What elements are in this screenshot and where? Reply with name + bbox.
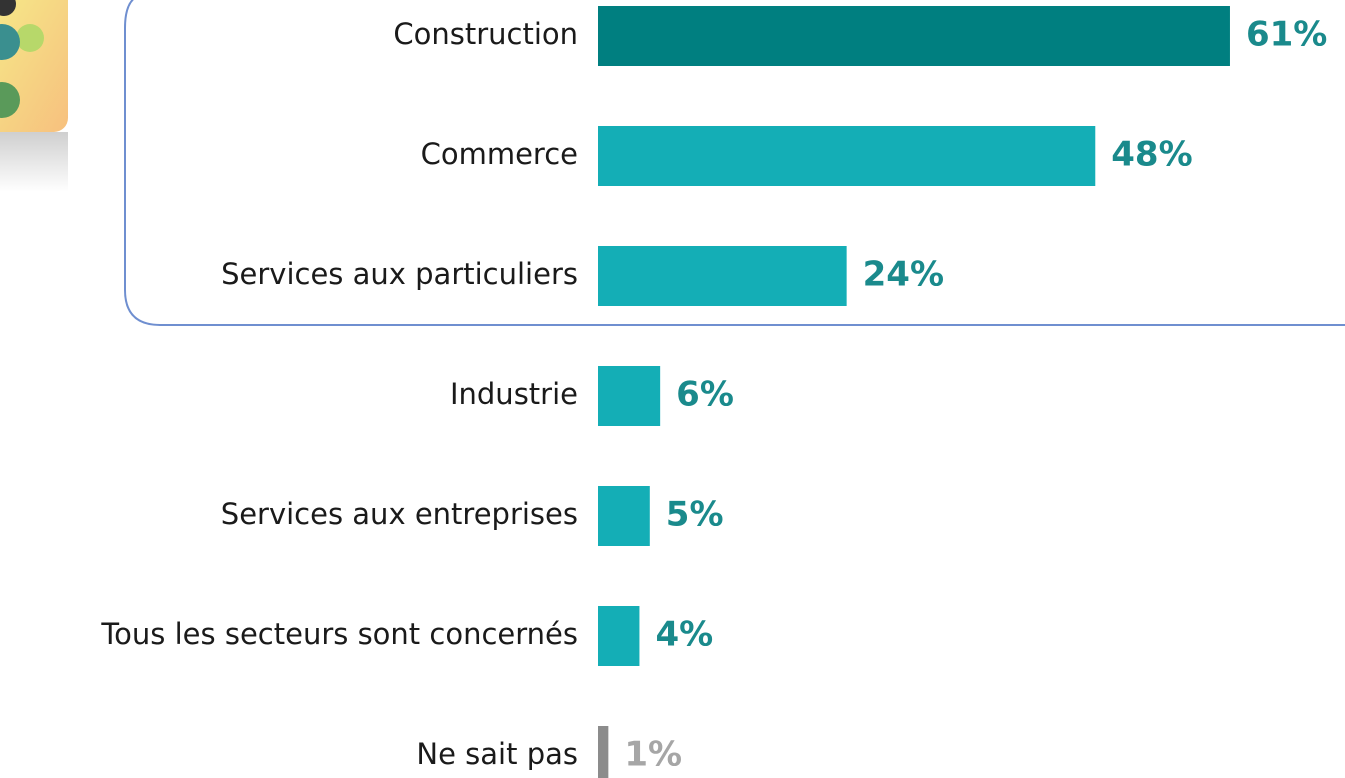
value-label: 1% <box>624 735 682 775</box>
bar <box>598 486 650 546</box>
bar <box>598 726 609 778</box>
value-label: 5% <box>666 495 724 535</box>
category-label: Tous les secteurs sont concernés <box>100 617 578 651</box>
category-label: Industrie <box>450 377 578 411</box>
value-label: 61% <box>1246 15 1327 55</box>
value-label: 4% <box>655 615 713 655</box>
category-label: Construction <box>393 17 578 51</box>
value-label: 6% <box>676 375 734 415</box>
value-label: 24% <box>863 255 944 295</box>
bar <box>598 606 640 666</box>
category-label: Commerce <box>421 137 578 171</box>
bar <box>598 246 847 306</box>
category-label: Services aux entreprises <box>221 497 578 531</box>
bar <box>598 6 1230 66</box>
logo-icon <box>0 0 68 192</box>
bar <box>598 366 661 426</box>
category-label: Ne sait pas <box>416 737 578 771</box>
highlight-frame <box>124 0 1345 326</box>
bar <box>598 126 1096 186</box>
value-label: 48% <box>1111 135 1192 175</box>
category-label: Services aux particuliers <box>221 257 578 291</box>
